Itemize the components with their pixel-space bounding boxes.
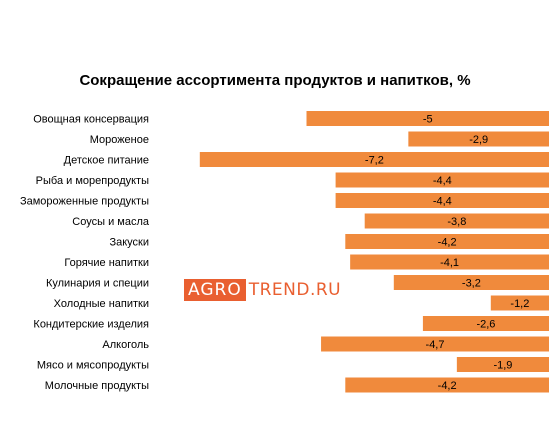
bar xyxy=(345,234,549,249)
category-label: Рыба и морепродукты xyxy=(36,175,149,187)
value-label: -3,2 xyxy=(462,278,481,290)
category-label: Мясо и мясопродукты xyxy=(37,360,149,372)
value-label: -4,2 xyxy=(438,237,457,249)
category-label: Мороженое xyxy=(90,134,149,146)
bar xyxy=(350,254,549,270)
value-label: -1,2 xyxy=(510,298,529,310)
category-label: Закуски xyxy=(109,237,149,249)
bar xyxy=(490,295,549,311)
value-label: -4,4 xyxy=(433,175,452,187)
category-label: Овощная консервация xyxy=(33,114,149,126)
value-label: -3,8 xyxy=(447,216,466,228)
value-label: -4,2 xyxy=(438,380,457,392)
chart-title: Сокращение ассортимента продуктов и напи… xyxy=(79,72,471,89)
value-label: -4,7 xyxy=(426,339,445,351)
category-label: Алкоголь xyxy=(102,339,149,351)
bar xyxy=(456,357,549,372)
bar xyxy=(335,193,549,208)
bar xyxy=(422,316,549,331)
category-label: Соусы и масла xyxy=(72,216,150,228)
bar xyxy=(408,131,549,147)
category-label: Молочные продукты xyxy=(45,380,149,392)
category-label: Детское питание xyxy=(64,155,149,167)
value-label: -2,9 xyxy=(469,134,488,146)
value-label: -4,1 xyxy=(440,257,459,269)
category-label: Кондитерские изделия xyxy=(33,319,149,331)
bar xyxy=(335,172,549,188)
value-label: -7,2 xyxy=(365,155,384,167)
category-label: Кулинария и специи xyxy=(46,278,149,290)
bar xyxy=(364,213,549,229)
watermark-agro: AGRO xyxy=(184,279,246,301)
bar xyxy=(321,336,549,352)
category-label: Замороженные продукты xyxy=(20,196,149,208)
bar xyxy=(393,275,549,290)
category-label: Горячие напитки xyxy=(64,257,149,269)
bar xyxy=(345,377,549,393)
value-label: -1,9 xyxy=(493,360,512,372)
category-label: Холодные напитки xyxy=(54,298,149,310)
agrotrend-watermark: AGRO TREND.RU xyxy=(184,279,341,301)
value-label: -5 xyxy=(423,114,433,126)
value-label: -2,6 xyxy=(476,319,495,331)
bar xyxy=(199,152,550,167)
value-label: -4,4 xyxy=(433,196,452,208)
bar xyxy=(306,111,549,126)
watermark-trend: TREND.RU xyxy=(248,280,342,300)
